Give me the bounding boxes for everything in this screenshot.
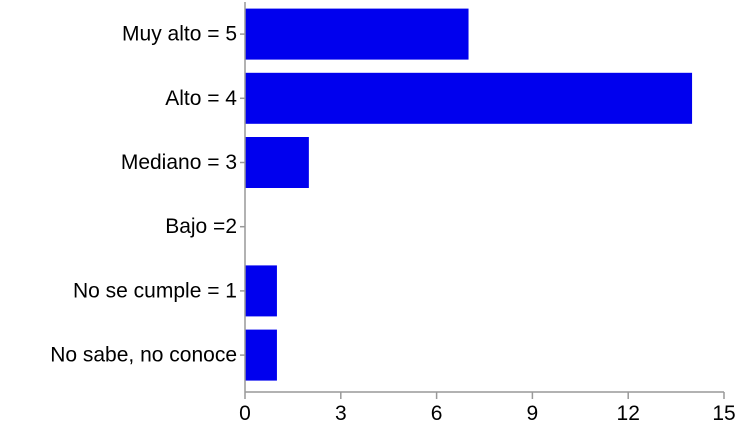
category-label-4: No se cumple = 1 bbox=[73, 279, 237, 302]
category-label-3: Bajo =2 bbox=[165, 215, 237, 238]
bar-0 bbox=[245, 8, 469, 60]
bars-group bbox=[245, 8, 693, 381]
x-tick-label-0: 0 bbox=[239, 402, 251, 425]
bar-4 bbox=[245, 265, 277, 317]
x-axis-ticks: 0 3 6 9 12 15 bbox=[239, 392, 736, 425]
bar-1 bbox=[245, 72, 693, 124]
y-axis-ticks bbox=[240, 33, 245, 356]
x-tick-label-2: 6 bbox=[431, 402, 443, 425]
category-label-5: No sabe, no conoce bbox=[50, 344, 237, 367]
category-label-2: Mediano = 3 bbox=[121, 151, 237, 174]
category-label-0: Muy alto = 5 bbox=[122, 23, 237, 46]
bar-5 bbox=[245, 329, 277, 381]
category-labels: Muy alto = 5 Alto = 4 Mediano = 3 Bajo =2 No… bbox=[50, 23, 237, 367]
bar-2 bbox=[245, 137, 309, 188]
category-label-1: Alto = 4 bbox=[165, 87, 237, 110]
x-tick-label-4: 12 bbox=[617, 402, 640, 425]
x-tick-label-3: 9 bbox=[527, 402, 539, 425]
x-tick-label-1: 3 bbox=[335, 402, 347, 425]
x-tick-label-5: 15 bbox=[712, 402, 735, 425]
